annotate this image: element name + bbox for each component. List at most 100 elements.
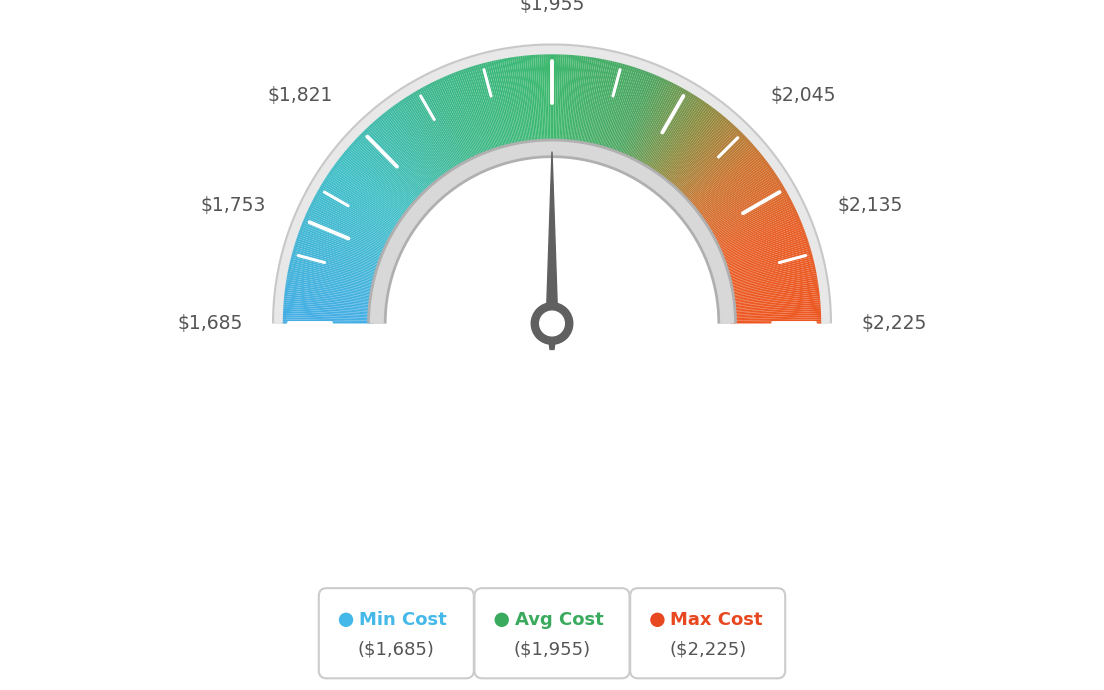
Wedge shape [284, 306, 374, 314]
Wedge shape [450, 73, 487, 158]
Wedge shape [654, 102, 707, 177]
Wedge shape [702, 179, 781, 229]
Wedge shape [489, 61, 512, 150]
Wedge shape [730, 296, 820, 306]
Wedge shape [710, 197, 790, 241]
Wedge shape [284, 300, 374, 310]
Wedge shape [424, 86, 468, 166]
Wedge shape [473, 66, 501, 153]
Wedge shape [656, 104, 710, 179]
Wedge shape [344, 150, 415, 210]
Wedge shape [594, 61, 617, 150]
Wedge shape [359, 135, 425, 199]
Circle shape [496, 613, 508, 627]
Wedge shape [729, 290, 819, 302]
Wedge shape [693, 160, 767, 217]
Wedge shape [730, 306, 820, 314]
Wedge shape [541, 55, 546, 145]
Wedge shape [679, 135, 745, 199]
Wedge shape [382, 153, 722, 324]
Wedge shape [558, 55, 563, 145]
Wedge shape [535, 55, 542, 146]
Wedge shape [293, 248, 381, 275]
Wedge shape [583, 58, 601, 148]
Wedge shape [388, 110, 444, 183]
Text: ($1,955): ($1,955) [513, 640, 591, 659]
Wedge shape [703, 181, 782, 230]
Wedge shape [484, 63, 508, 151]
Wedge shape [385, 157, 719, 324]
Wedge shape [683, 141, 751, 204]
Wedge shape [284, 296, 374, 306]
Wedge shape [687, 147, 756, 208]
Text: $2,225: $2,225 [861, 314, 926, 333]
Wedge shape [410, 94, 459, 172]
Wedge shape [725, 261, 815, 283]
Wedge shape [731, 317, 821, 321]
Polygon shape [546, 152, 558, 349]
Wedge shape [661, 111, 719, 184]
Text: $1,685: $1,685 [178, 314, 243, 333]
Wedge shape [682, 139, 750, 202]
Wedge shape [698, 168, 774, 222]
Wedge shape [293, 250, 380, 277]
Wedge shape [692, 157, 765, 214]
Wedge shape [555, 55, 559, 145]
Wedge shape [730, 310, 821, 317]
Wedge shape [508, 57, 524, 148]
Wedge shape [283, 310, 374, 317]
Wedge shape [475, 65, 502, 152]
Wedge shape [311, 201, 393, 244]
Wedge shape [633, 83, 676, 165]
Wedge shape [395, 104, 449, 178]
Wedge shape [697, 167, 773, 221]
Wedge shape [700, 174, 777, 226]
Wedge shape [608, 68, 639, 155]
Wedge shape [395, 167, 709, 324]
Wedge shape [330, 168, 406, 222]
Wedge shape [712, 203, 794, 245]
Wedge shape [404, 97, 455, 175]
Wedge shape [360, 133, 426, 198]
Wedge shape [729, 282, 818, 297]
Wedge shape [707, 190, 787, 237]
Wedge shape [520, 56, 532, 146]
Wedge shape [705, 186, 785, 234]
Wedge shape [707, 188, 786, 235]
Wedge shape [686, 146, 755, 206]
Wedge shape [390, 161, 714, 324]
Wedge shape [721, 236, 807, 267]
Wedge shape [613, 70, 645, 156]
Wedge shape [285, 290, 375, 302]
Wedge shape [327, 174, 404, 226]
Wedge shape [609, 69, 641, 155]
Wedge shape [714, 213, 798, 251]
Wedge shape [567, 55, 577, 146]
Wedge shape [624, 77, 662, 161]
Wedge shape [548, 55, 551, 145]
Wedge shape [358, 136, 424, 200]
Wedge shape [479, 64, 505, 152]
Wedge shape [467, 68, 497, 155]
Wedge shape [561, 55, 566, 146]
Text: $1,955: $1,955 [519, 0, 585, 14]
Wedge shape [625, 78, 665, 161]
Wedge shape [612, 70, 644, 156]
Wedge shape [533, 55, 541, 146]
Wedge shape [335, 164, 408, 219]
Wedge shape [659, 108, 715, 181]
Wedge shape [392, 164, 712, 324]
Wedge shape [730, 313, 821, 318]
Wedge shape [629, 81, 670, 164]
Wedge shape [721, 238, 808, 268]
Wedge shape [501, 59, 520, 148]
Wedge shape [597, 63, 623, 151]
Wedge shape [651, 99, 703, 176]
Wedge shape [291, 255, 380, 279]
Wedge shape [640, 90, 687, 169]
Wedge shape [720, 233, 806, 264]
Wedge shape [329, 170, 405, 224]
Wedge shape [694, 162, 768, 217]
Wedge shape [722, 244, 810, 273]
Wedge shape [289, 263, 379, 284]
